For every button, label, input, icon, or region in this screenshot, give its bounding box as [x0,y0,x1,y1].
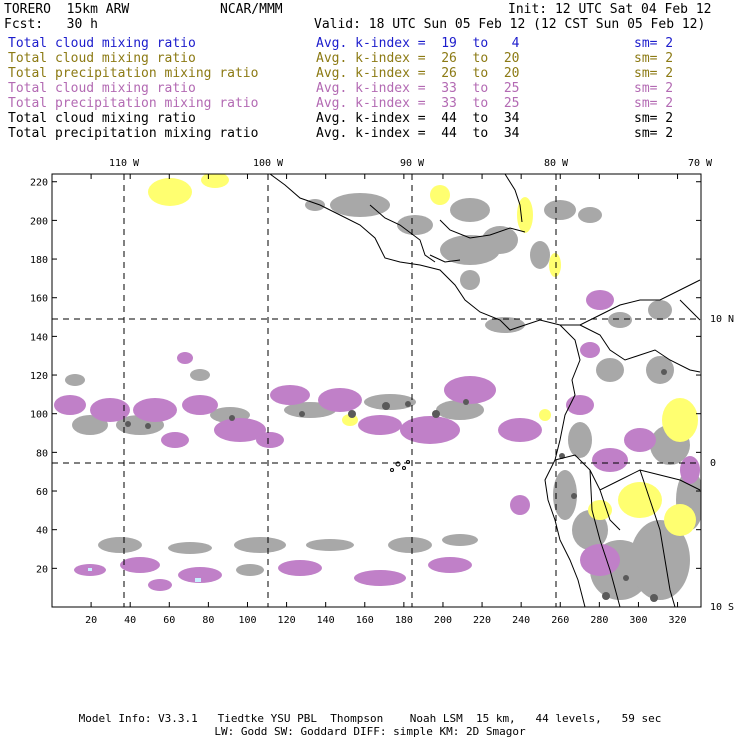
forecast-field [52,174,701,607]
model-info-line2: LW: Godd SW: Goddard DIFF: simple KM: 2D… [214,725,526,738]
legend-smoothing: sm= 2 [634,51,674,66]
x-tick-label: 100 [238,615,256,626]
longitude-labels: 110 W 100 W 90 W 80 W 70 W [109,158,713,169]
y-tick-label: 200 [30,216,48,227]
legend-field: Total cloud mixing ratio [8,111,196,126]
x-tick-label: 60 [163,615,175,626]
y-axis-ticks: 20 40 60 80 100 120 140 160 180 200 220 [30,178,701,575]
latitude-label: 0 [710,458,716,469]
y-tick-label: 40 [36,526,48,537]
legend-row: Total precipitation mixing ratio Avg. k-i… [8,96,738,111]
cloud-purple-areas [54,290,700,591]
legend-field: Total cloud mixing ratio [8,36,196,51]
legend-row: Total cloud mixing ratio Avg. k-index = 1… [8,36,738,51]
x-tick-label: 220 [473,615,491,626]
x-tick-label: 40 [124,615,136,626]
y-tick-label: 160 [30,294,48,305]
x-tick-label: 140 [317,615,335,626]
legend-smoothing: sm= 2 [634,96,674,111]
x-tick-label: 240 [512,615,530,626]
y-tick-label: 20 [36,564,48,575]
legend-kindex: Avg. k-index = 26 to 20 [316,66,520,81]
init-time: Init: 12 UTC Sat 04 Feb 12 [508,2,712,17]
x-tick-label: 80 [202,615,214,626]
legend-row: Total cloud mixing ratio Avg. k-index = 2… [8,51,738,66]
x-tick-label: 180 [395,615,413,626]
map-frame [51,173,702,608]
latitude-label: 10 N [710,314,734,325]
legend-field: Total precipitation mixing ratio [8,66,259,81]
legend-smoothing: sm= 2 [634,111,674,126]
longitude-label: 100 W [253,158,284,169]
cloud-yellow-areas [148,174,698,536]
coastlines [269,174,701,607]
longitude-label: 90 W [400,158,425,169]
islands [390,460,410,472]
y-tick-label: 180 [30,255,48,266]
x-tick-label: 300 [629,615,647,626]
latitude-labels: 10 N 0 10 S [710,314,734,613]
y-tick-label: 140 [30,332,48,343]
legend-kindex: Avg. k-index = 33 to 25 [316,81,520,96]
legend-row: Total cloud mixing ratio Avg. k-index = 4… [8,111,738,126]
legend-smoothing: sm= 2 [634,66,674,81]
legend-smoothing: sm= 2 [634,126,674,141]
legend-row: Total precipitation mixing ratio Avg. k-i… [8,66,738,81]
legend-field: Total precipitation mixing ratio [8,126,259,141]
legend-row: Total precipitation mixing ratio Avg. k-i… [8,126,738,141]
model-info-line1: Model Info: V3.3.1 Tiedtke YSU PBL Thomp… [78,712,662,725]
cloud-dark-cores [125,369,667,602]
organization-label: NCAR/MMM [220,2,283,17]
lat-lon-grid [52,174,701,607]
x-tick-label: 280 [590,615,608,626]
forecast-hour: Fcst: 30 h [4,17,98,32]
y-tick-label: 120 [30,371,48,382]
x-axis-ticks: 20 40 60 80 100 120 140 160 180 200 220 240 260 280 30… [85,174,687,626]
y-tick-label: 80 [36,448,48,459]
latitude-label: 10 S [710,602,734,613]
legend-kindex: Avg. k-index = 19 to 4 [316,36,520,51]
legend-field: Total precipitation mixing ratio [8,96,259,111]
valid-time: Valid: 18 UTC Sun 05 Feb 12 (12 CST Sun … [314,17,706,32]
legend-smoothing: sm= 2 [634,81,674,96]
legend-kindex: Avg. k-index = 44 to 34 [316,111,520,126]
x-tick-label: 200 [434,615,452,626]
x-tick-label: 120 [278,615,296,626]
x-tick-label: 20 [85,615,97,626]
legend-kindex: Avg. k-index = 44 to 34 [316,126,520,141]
model-title: TORERO 15km ARW [4,2,130,17]
cloud-cyan-specks [88,568,201,582]
legend-smoothing: sm= 2 [634,36,674,51]
y-tick-label: 220 [30,178,48,189]
cloud-gray-areas [65,193,701,600]
legend-row: Total cloud mixing ratio Avg. k-index = 3… [8,81,738,96]
legend-field: Total cloud mixing ratio [8,51,196,66]
longitude-label: 80 W [544,158,569,169]
x-tick-label: 320 [669,615,687,626]
x-tick-label: 260 [551,615,569,626]
x-tick-label: 160 [356,615,374,626]
legend-kindex: Avg. k-index = 33 to 25 [316,96,520,111]
y-tick-label: 100 [30,410,48,421]
longitude-label: 70 W [688,158,713,169]
longitude-label: 110 W [109,158,140,169]
legend-kindex: Avg. k-index = 26 to 20 [316,51,520,66]
legend-field: Total cloud mixing ratio [8,81,196,96]
y-tick-label: 60 [36,487,48,498]
